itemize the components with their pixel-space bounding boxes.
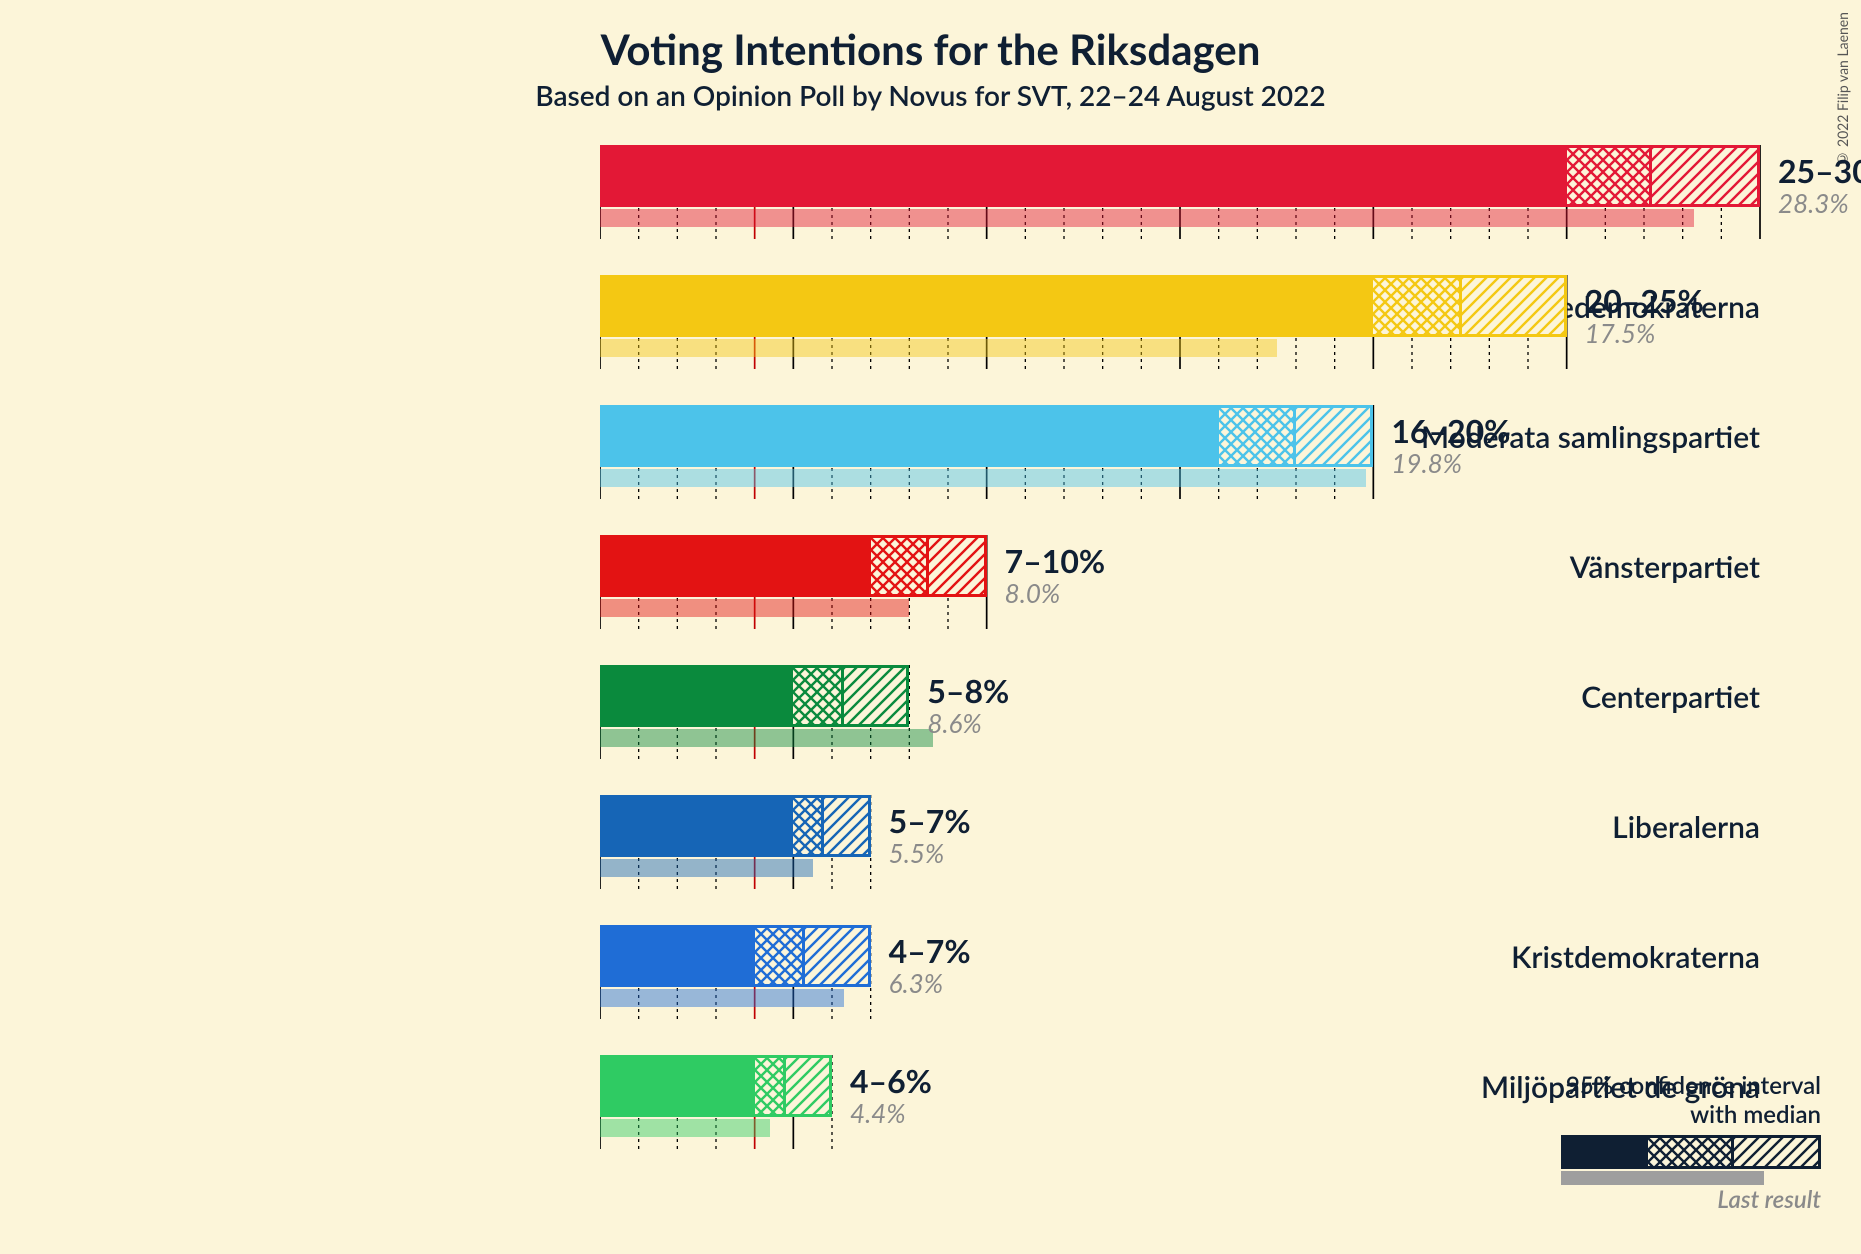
bar-last-result xyxy=(600,729,933,747)
bar-solid xyxy=(600,665,793,727)
bar-crosshatch xyxy=(755,1055,786,1117)
bar-solid xyxy=(600,1055,755,1117)
bar-diagonal xyxy=(929,535,987,597)
bar-diagonal xyxy=(1652,145,1760,207)
bar-crosshatch xyxy=(1219,405,1296,467)
party-label: Centerpartiet xyxy=(1184,679,1760,715)
bar-diagonal xyxy=(1296,405,1373,467)
bar-last-result xyxy=(600,599,909,617)
party-label: Liberalerna xyxy=(1184,809,1760,845)
bar-crosshatch xyxy=(793,795,824,857)
party-row: Sveriges socialdemokratiska arbetarepart… xyxy=(0,145,1760,275)
last-result-label: 8.6% xyxy=(927,707,981,739)
bar-last-result xyxy=(600,209,1694,227)
bar-diagonal xyxy=(786,1055,832,1117)
bar-solid xyxy=(600,925,755,987)
bar-last-result xyxy=(600,339,1277,357)
last-result-label: 4.4% xyxy=(850,1097,906,1129)
party-row: Centerpartiet 5–8%8.6% xyxy=(0,665,1760,795)
range-label: 4–7% xyxy=(889,931,971,970)
party-label: Kristdemokraterna xyxy=(1184,939,1760,975)
range-label: 20–25% xyxy=(1585,281,1704,320)
party-row: Sverigedemokraterna20–25%17.5% xyxy=(0,275,1760,405)
last-result-label: 5.5% xyxy=(889,837,945,869)
legend-last-result-label: Last result xyxy=(1561,1185,1821,1214)
range-label: 5–8% xyxy=(927,671,1009,710)
chart-title: Voting Intentions for the Riksdagen xyxy=(0,24,1861,74)
last-result-label: 28.3% xyxy=(1778,187,1849,219)
bar-diagonal xyxy=(844,665,910,727)
bar-last-result xyxy=(600,469,1366,487)
bar-solid xyxy=(600,535,871,597)
legend-last-swatch xyxy=(1561,1171,1821,1185)
copyright-notice: © 2022 Filip van Laenen xyxy=(1834,12,1851,168)
range-label: 4–6% xyxy=(850,1061,932,1100)
bar-solid xyxy=(600,275,1373,337)
party-row: Liberalerna 5–7%5.5% xyxy=(0,795,1760,925)
bar-crosshatch xyxy=(1373,275,1462,337)
range-label: 16–20% xyxy=(1391,411,1510,450)
range-label: 5–7% xyxy=(889,801,971,840)
bar-solid xyxy=(600,405,1219,467)
bar-crosshatch xyxy=(871,535,929,597)
bar-diagonal xyxy=(805,925,871,987)
legend-ci-line2: with median xyxy=(1561,1100,1821,1129)
bar-crosshatch xyxy=(1567,145,1652,207)
last-result-label: 8.0% xyxy=(1005,577,1061,609)
bar-solid xyxy=(600,145,1567,207)
bar-crosshatch xyxy=(793,665,843,727)
bar-last-result xyxy=(600,859,813,877)
range-label: 7–10% xyxy=(1005,541,1105,580)
party-row: Miljöpartiet de gröna4–6%4.4% xyxy=(0,1055,1760,1185)
bar-solid xyxy=(600,795,793,857)
bar-diagonal xyxy=(824,795,870,857)
last-result-label: 6.3% xyxy=(889,967,943,999)
bar-diagonal xyxy=(1462,275,1566,337)
range-label: 25–30% xyxy=(1778,151,1861,190)
party-label: Vänsterpartiet xyxy=(1184,549,1760,585)
party-row: Moderata samlingspartiet16–20%19.8% xyxy=(0,405,1760,535)
last-result-label: 19.8% xyxy=(1391,447,1462,479)
legend: 95% confidence interval with median Last… xyxy=(1561,1071,1821,1214)
legend-swatch xyxy=(1561,1135,1821,1169)
bar-crosshatch xyxy=(755,925,805,987)
last-result-label: 17.5% xyxy=(1585,317,1656,349)
bar-last-result xyxy=(600,1119,770,1137)
party-row: Kristdemokraterna 4–7%6.3% xyxy=(0,925,1760,1055)
chart-area: Sveriges socialdemokratiska arbetarepart… xyxy=(0,145,1760,1185)
party-row: Vänsterpartiet 7–10%8.0% xyxy=(0,535,1760,665)
legend-ci-line1: 95% confidence interval xyxy=(1561,1071,1821,1100)
bar-last-result xyxy=(600,989,844,1007)
chart-subtitle: Based on an Opinion Poll by Novus for SV… xyxy=(0,78,1861,112)
